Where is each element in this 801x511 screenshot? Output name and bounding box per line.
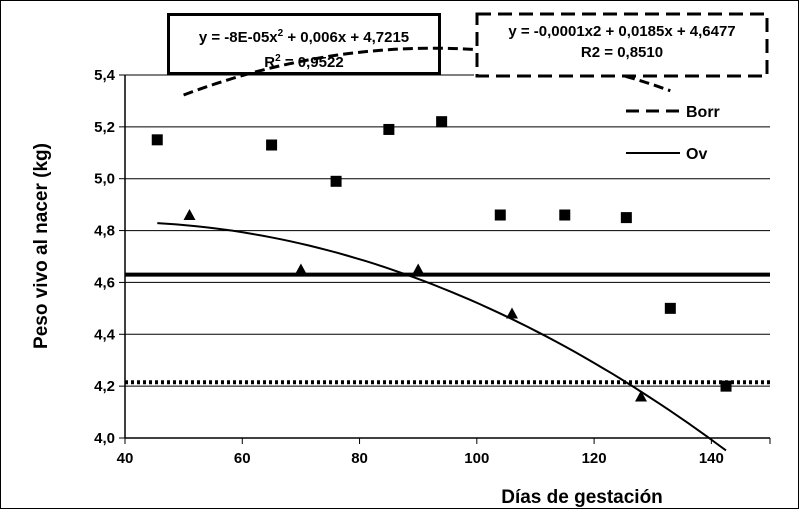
x-axis-title: Días de gestación: [501, 487, 663, 508]
r2-borr: R2 = 0,8510: [580, 44, 664, 61]
marker-ov: [664, 302, 676, 314]
y-tick-label: 4,6: [94, 274, 115, 291]
marker-borr: [183, 209, 196, 221]
x-tick-label: 80: [351, 450, 368, 467]
marker-ov: [436, 116, 448, 128]
marker-ov: [266, 139, 278, 151]
y-tick-label: 5,0: [94, 171, 115, 188]
y-tick-label: 4,4: [94, 326, 116, 343]
y-tick-label: 4,2: [94, 378, 115, 395]
marker-ov: [720, 380, 732, 392]
equation-box-borr: y = -0,0001x2 + 0,0185x + 4,6477 R2 = 0,…: [474, 13, 770, 77]
y-tick-label: 5,2: [94, 119, 115, 136]
marker-borr: [412, 263, 425, 275]
equation-ov: y = -8E-05x2 + 0,006x + 4,7215: [198, 28, 410, 46]
tick-labels: 4,0 4,2 4,4 4,6 4,8 5,0 5,2 5,4 40 60 80 100 120 140: [94, 67, 724, 467]
marker-borr: [294, 263, 307, 275]
marker-ov: [494, 209, 506, 221]
x-tick-label: 40: [117, 450, 134, 467]
axes: [119, 74, 771, 444]
x-tick-label: 120: [582, 450, 607, 467]
y-tick-label: 4,0: [94, 430, 115, 447]
y-tick-label: 5,4: [94, 67, 116, 84]
equation-box-ov: y = -8E-05x2 + 0,006x + 4,7215 R2 = 0,95…: [167, 13, 441, 75]
trendlines: [157, 46, 727, 452]
marker-ov: [620, 212, 632, 224]
legend-label-ov: Ov: [686, 146, 707, 163]
grid-lines: [125, 74, 770, 387]
reference-lines: [125, 272, 770, 385]
marker-borr: [635, 390, 647, 402]
x-tick-label: 100: [464, 450, 489, 467]
x-tick-label: 140: [699, 450, 724, 467]
marker-ov: [559, 209, 571, 221]
equation-borr: y = -0,0001x2 + 0,0185x + 4,6477: [508, 23, 736, 40]
y-tick-label: 4,8: [94, 223, 115, 240]
legend: Borr Ov: [626, 104, 720, 163]
y-axis-title: Peso vivo al nacer (kg): [31, 143, 52, 349]
marker-ov: [330, 175, 342, 187]
data-markers: [151, 116, 732, 402]
trendline-ov: [157, 222, 727, 452]
legend-label-borr: Borr: [686, 104, 720, 121]
r2-ov: R2 = 0,9522: [264, 53, 344, 71]
marker-ov: [383, 123, 395, 135]
marker-borr: [506, 307, 518, 319]
marker-ov: [151, 134, 163, 146]
x-tick-label: 60: [234, 450, 251, 467]
